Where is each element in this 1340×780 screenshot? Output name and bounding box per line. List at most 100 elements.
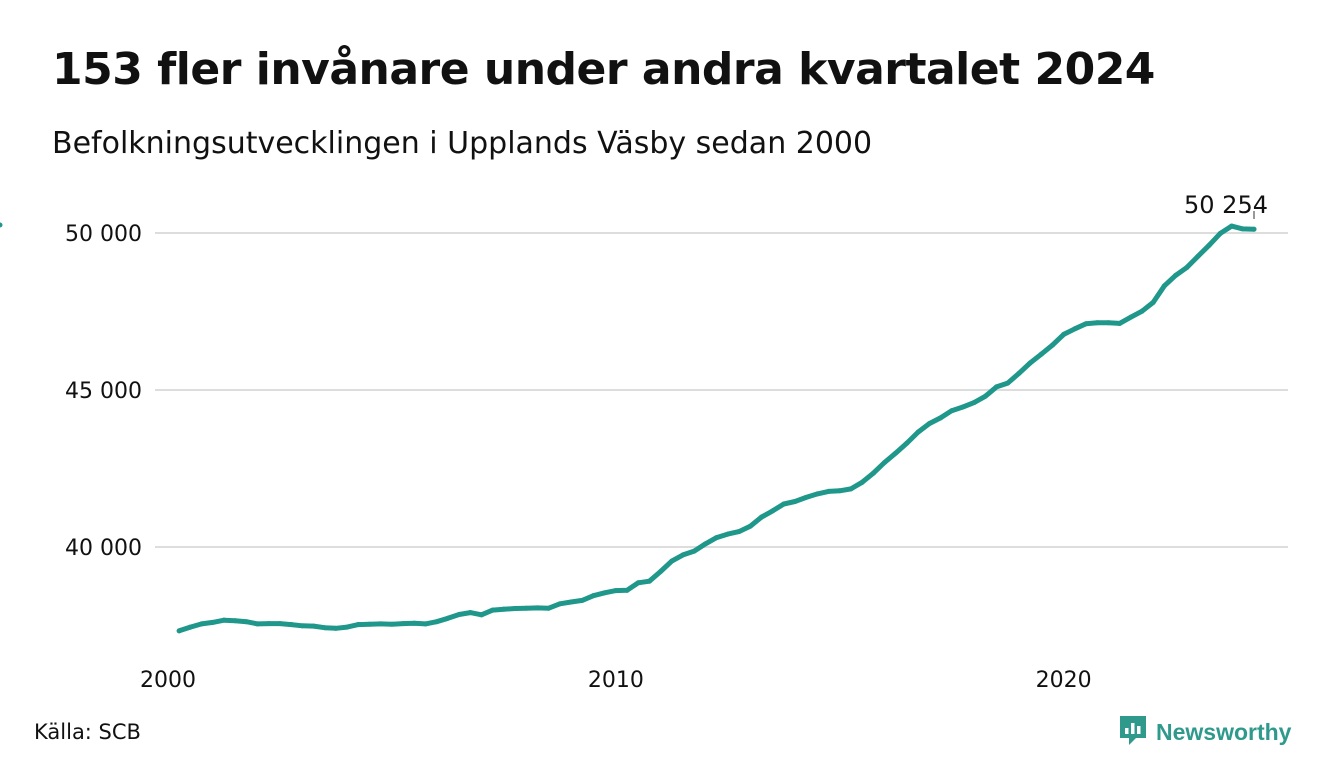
data-point <box>848 486 854 492</box>
data-point <box>255 621 261 627</box>
data-point <box>993 384 999 390</box>
data-point <box>1150 299 1156 305</box>
data-point <box>187 624 193 630</box>
data-point <box>1072 326 1078 332</box>
data-point <box>434 619 440 625</box>
data-point <box>826 488 832 494</box>
x-tick-label: 2000 <box>140 668 196 693</box>
data-point <box>602 590 608 596</box>
data-point <box>669 558 675 564</box>
data-point <box>904 440 910 446</box>
brand-logo[interactable]: Newsworthy <box>1118 714 1291 750</box>
data-point <box>814 491 820 497</box>
x-tick-label: 2010 <box>588 668 644 693</box>
data-point <box>199 621 205 627</box>
data-point <box>624 587 630 593</box>
data-point <box>467 610 473 616</box>
data-point <box>803 494 809 500</box>
data-point <box>938 415 944 421</box>
chart-title: 153 fler invånare under andra kvartalet … <box>52 44 1155 95</box>
data-point <box>389 621 395 627</box>
data-point <box>1206 242 1212 248</box>
data-point <box>781 501 787 507</box>
data-point <box>971 400 977 406</box>
data-point <box>1027 360 1033 366</box>
end-value-label: 50 254 <box>1184 191 1268 219</box>
data-point <box>221 617 227 623</box>
data-point <box>210 619 216 625</box>
data-point <box>1105 320 1111 326</box>
data-point <box>456 612 462 618</box>
data-point <box>1016 370 1022 376</box>
data-point <box>1161 283 1167 289</box>
data-point <box>770 508 776 514</box>
data-point <box>333 625 339 631</box>
data-point <box>949 408 955 414</box>
data-point <box>176 628 182 634</box>
y-axis-tick-labels: 40 000 45 000 50 000 <box>65 222 142 561</box>
data-point <box>277 621 283 627</box>
chart-subtitle: Befolkningsutvecklingen i Upplands Väsby… <box>52 126 873 161</box>
data-point <box>1083 321 1089 327</box>
x-axis-tick-labels: 2000 2010 2020 <box>140 668 1092 693</box>
series-lines <box>176 223 1257 634</box>
data-point <box>590 593 596 599</box>
data-point <box>758 514 764 520</box>
data-point <box>322 625 328 631</box>
series-line <box>176 223 1257 634</box>
newsworthy-logo-icon <box>1118 714 1148 750</box>
data-point <box>915 429 921 435</box>
data-point <box>523 605 529 611</box>
data-point <box>299 623 305 629</box>
data-point <box>714 535 720 541</box>
data-point <box>400 621 406 627</box>
data-point <box>893 450 899 456</box>
data-point <box>367 621 373 627</box>
annotations: 50 254 <box>1184 191 1268 220</box>
data-point <box>646 578 652 584</box>
data-point <box>288 622 294 628</box>
gridlines <box>155 232 1288 548</box>
y-tick-label: 50 000 <box>65 222 142 247</box>
data-point <box>691 548 697 554</box>
data-point <box>579 597 585 603</box>
data-points <box>0 222 1257 634</box>
data-point <box>658 568 664 574</box>
data-point <box>1128 314 1134 320</box>
data-point <box>478 612 484 618</box>
data-point <box>501 606 507 612</box>
data-point <box>311 623 317 629</box>
y-tick-label: 45 000 <box>65 379 142 404</box>
data-point <box>1005 380 1011 386</box>
data-point <box>1229 223 1235 229</box>
data-point <box>355 622 361 628</box>
data-point <box>635 580 641 586</box>
data-point <box>243 619 249 625</box>
y-tick-label: 40 000 <box>65 536 142 561</box>
data-point <box>702 541 708 547</box>
data-point <box>266 621 272 627</box>
data-point <box>1094 320 1100 326</box>
data-point <box>1184 265 1190 271</box>
data-point <box>546 605 552 611</box>
data-point <box>1117 320 1123 326</box>
data-point <box>1217 230 1223 236</box>
data-point <box>736 529 742 535</box>
data-point <box>1240 226 1246 232</box>
data-point <box>232 618 238 624</box>
brand-name: Newsworthy <box>1156 718 1292 745</box>
x-tick-label: 2020 <box>1036 668 1092 693</box>
data-point <box>568 599 574 605</box>
data-point <box>534 605 540 611</box>
data-point <box>982 393 988 399</box>
data-point <box>1251 226 1257 232</box>
data-point <box>747 523 753 529</box>
data-point <box>1061 331 1067 337</box>
data-point <box>792 498 798 504</box>
data-point <box>725 531 731 537</box>
data-point <box>613 588 619 594</box>
data-point <box>859 479 865 485</box>
data-point <box>1038 351 1044 357</box>
data-point <box>557 601 563 607</box>
